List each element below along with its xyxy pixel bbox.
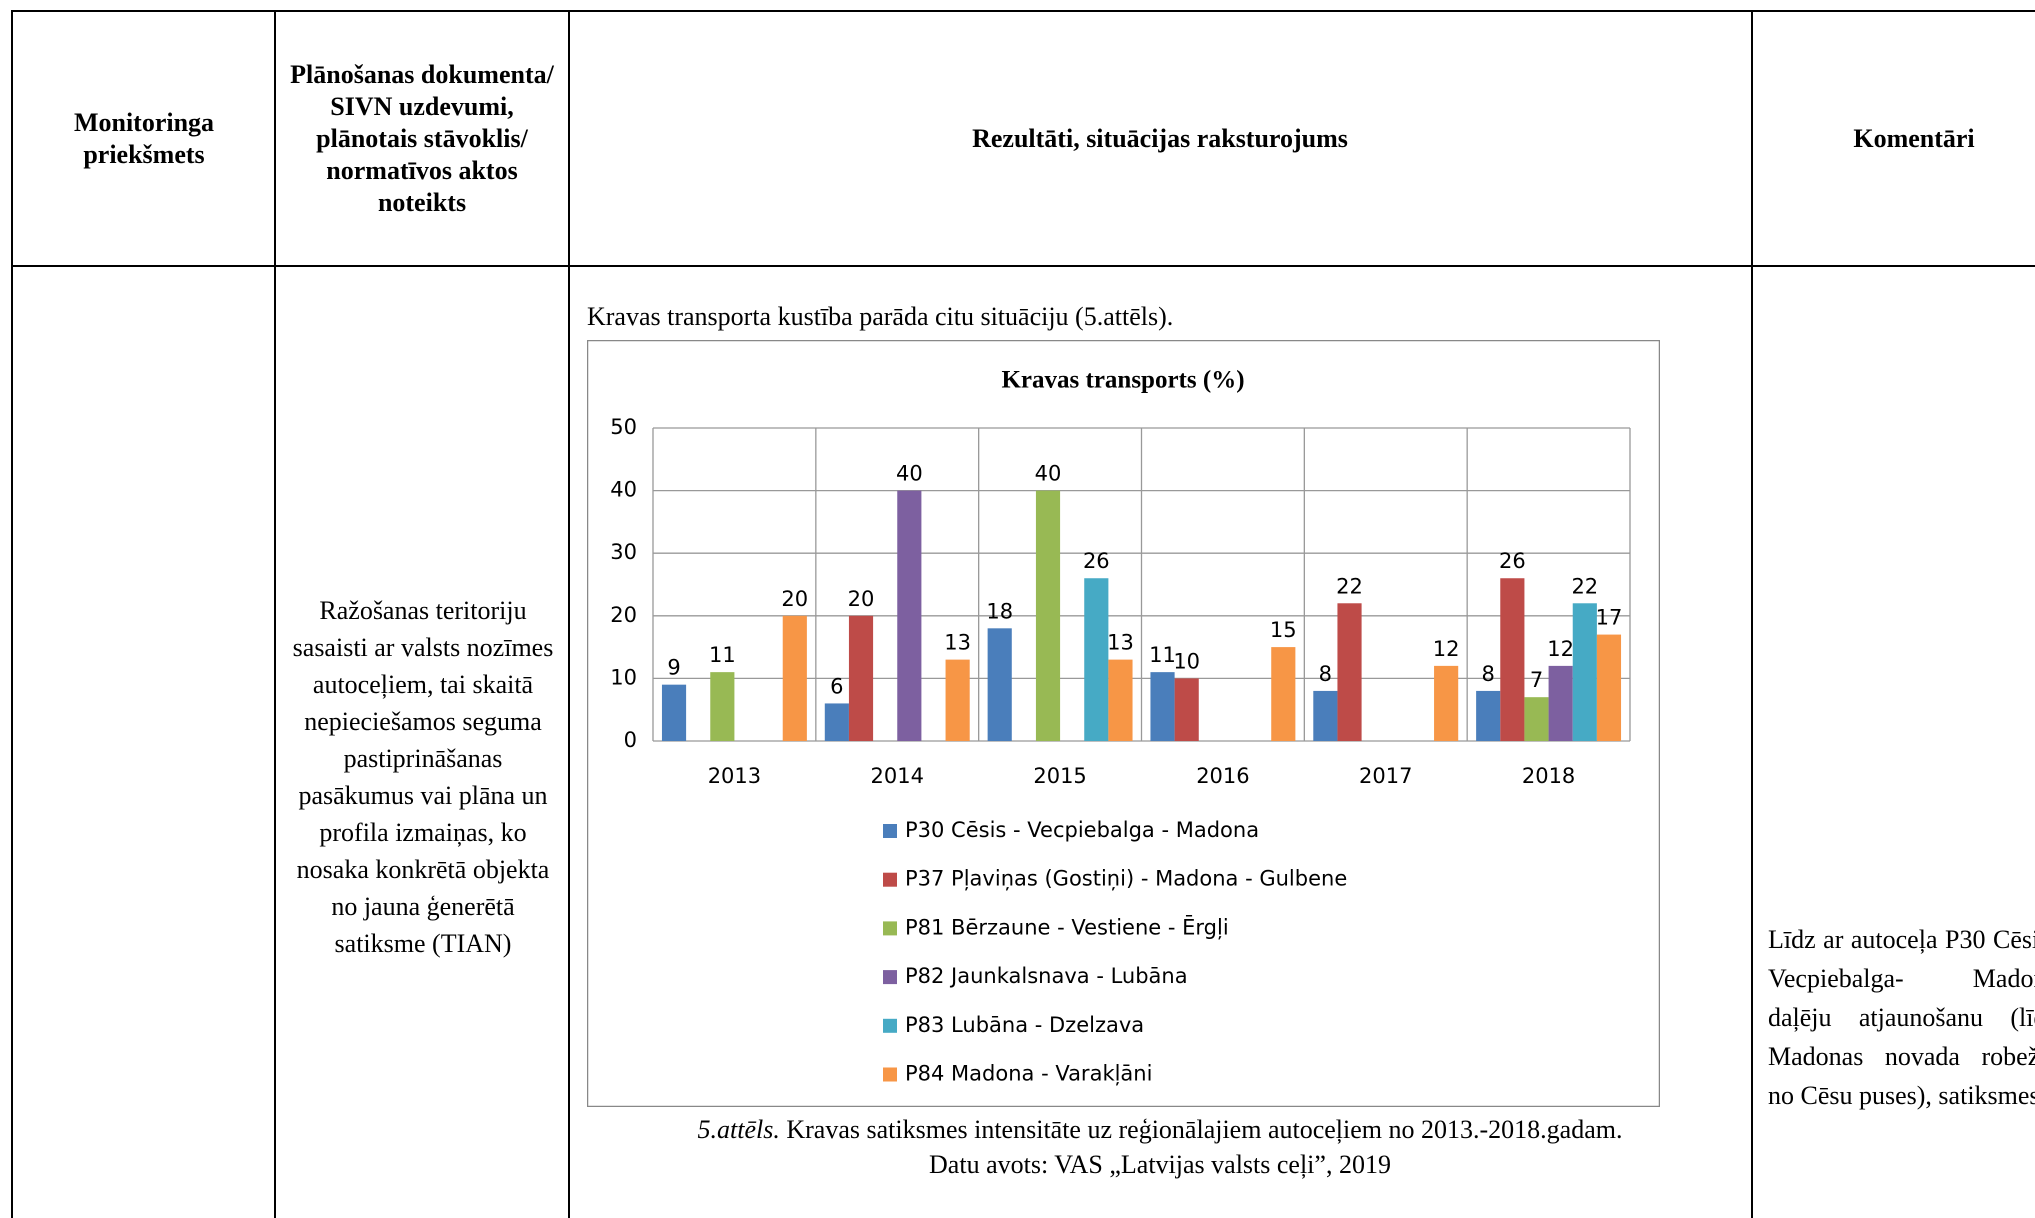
bar xyxy=(1434,665,1459,741)
results-intro: Kravas transporta kustība parāda citu si… xyxy=(587,302,1174,331)
x-tick-label: 2018 xyxy=(1522,764,1575,788)
bar xyxy=(661,684,687,741)
data-label: 20 xyxy=(781,587,808,611)
data-label: 13 xyxy=(944,631,971,655)
legend-marker xyxy=(883,921,897,936)
bar xyxy=(1572,603,1597,741)
data-label: 6 xyxy=(830,674,843,698)
data-label: 40 xyxy=(896,462,923,486)
y-tick-label: 20 xyxy=(610,603,637,627)
legend-label: P81 Bērzaune - Vestiene - Ērgļi xyxy=(905,914,1229,939)
x-tick-label: 2014 xyxy=(871,764,924,788)
data-label: 9 xyxy=(667,656,680,680)
x-tick-label: 2016 xyxy=(1196,764,1249,788)
data-label: 18 xyxy=(986,599,1013,623)
legend-marker xyxy=(883,872,897,887)
legend-label: P84 Madona - Varakļāni xyxy=(905,1062,1152,1086)
data-label: 13 xyxy=(1107,631,1134,655)
bar xyxy=(1313,690,1338,741)
bar xyxy=(945,659,970,741)
header-cell: Komentāri xyxy=(1853,124,1975,153)
legend-label: P83 Lubāna - Dzelzava xyxy=(905,1013,1144,1037)
legend-marker xyxy=(883,1018,897,1033)
y-tick-label: 40 xyxy=(610,478,637,502)
table-border xyxy=(568,10,570,1218)
data-label: 26 xyxy=(1499,549,1526,573)
data-label: 11 xyxy=(709,643,736,667)
data-label: 10 xyxy=(1173,649,1200,673)
data-label: 11 xyxy=(1149,643,1176,667)
caption-label: 5.attēls. xyxy=(697,1115,780,1144)
comment-text: Līdz ar autoceļa P30 Cēsis-Vecpiebalga- … xyxy=(1768,925,2035,1110)
bar xyxy=(1548,665,1573,741)
bar xyxy=(1035,490,1061,741)
bar xyxy=(1524,697,1549,741)
figure-caption: 5.attēls. Kravas satiksmes intensitāte u… xyxy=(570,1112,1750,1182)
data-label: 7 xyxy=(1530,668,1543,692)
x-tick-label: 2013 xyxy=(708,764,761,788)
caption-source: Datu avots: VAS „Latvijas valsts ceļi”, … xyxy=(929,1150,1391,1179)
bar xyxy=(782,615,807,741)
header-cell: Monitoringa priekšmets xyxy=(73,108,215,169)
table-border xyxy=(1751,10,1753,1218)
bar xyxy=(710,672,735,741)
data-label: 8 xyxy=(1319,662,1332,686)
legend-label: P82 Jaunkalsnava - Lubāna xyxy=(905,964,1188,988)
y-tick-label: 50 xyxy=(610,415,637,439)
bar xyxy=(1271,647,1296,741)
data-label: 8 xyxy=(1482,662,1495,686)
bar xyxy=(1500,578,1525,741)
bar xyxy=(987,628,1012,741)
legend-label: P37 Pļaviņas (Gostiņi) - Madona - Gulben… xyxy=(905,867,1347,891)
bar xyxy=(1337,603,1362,741)
data-label: 12 xyxy=(1547,637,1574,661)
x-tick-label: 2015 xyxy=(1033,764,1086,788)
bar xyxy=(1084,578,1109,741)
chart-title: Kravas transports (%) xyxy=(1001,367,1244,394)
data-label: 20 xyxy=(848,587,875,611)
data-label: 15 xyxy=(1270,618,1297,642)
y-tick-label: 0 xyxy=(624,728,637,752)
header-cell: Rezultāti, situācijas raksturojums xyxy=(972,124,1348,153)
bar xyxy=(1596,634,1622,741)
data-label: 40 xyxy=(1035,462,1062,486)
table-border xyxy=(12,10,2035,12)
y-tick-label: 30 xyxy=(610,540,637,564)
legend-marker xyxy=(883,1067,897,1082)
data-label: 12 xyxy=(1433,637,1460,661)
bar xyxy=(1150,672,1175,741)
bar xyxy=(848,615,874,741)
bar xyxy=(1174,678,1199,741)
bar xyxy=(897,490,922,741)
header-cell: Plānošanas dokumenta/ SIVN uzdevumi, plā… xyxy=(290,60,554,217)
legend-marker xyxy=(883,970,897,985)
data-label: 26 xyxy=(1083,549,1110,573)
task-text: Ražošanas teritoriju sasaisti ar valsts … xyxy=(292,596,554,958)
bar xyxy=(1108,659,1133,741)
data-label: 22 xyxy=(1571,574,1598,598)
table-border xyxy=(12,265,2035,267)
legend-label: P30 Cēsis - Vecpiebalga - Madona xyxy=(905,818,1259,842)
caption-line: 5.attēls. Kravas satiksmes intensitāte u… xyxy=(570,1112,1750,1147)
data-label: 22 xyxy=(1336,574,1363,598)
caption-text: Kravas satiksmes intensitāte uz reģionāl… xyxy=(786,1115,1623,1144)
table-border xyxy=(274,10,276,1218)
chart: Kravas transports (%) 010203040502013911… xyxy=(587,340,1660,1107)
bar xyxy=(1476,690,1501,741)
x-tick-label: 2017 xyxy=(1359,764,1412,788)
legend-marker xyxy=(883,824,897,838)
table-border xyxy=(11,10,13,1218)
y-tick-label: 10 xyxy=(610,665,637,689)
data-label: 17 xyxy=(1596,606,1623,630)
bar xyxy=(824,703,849,741)
